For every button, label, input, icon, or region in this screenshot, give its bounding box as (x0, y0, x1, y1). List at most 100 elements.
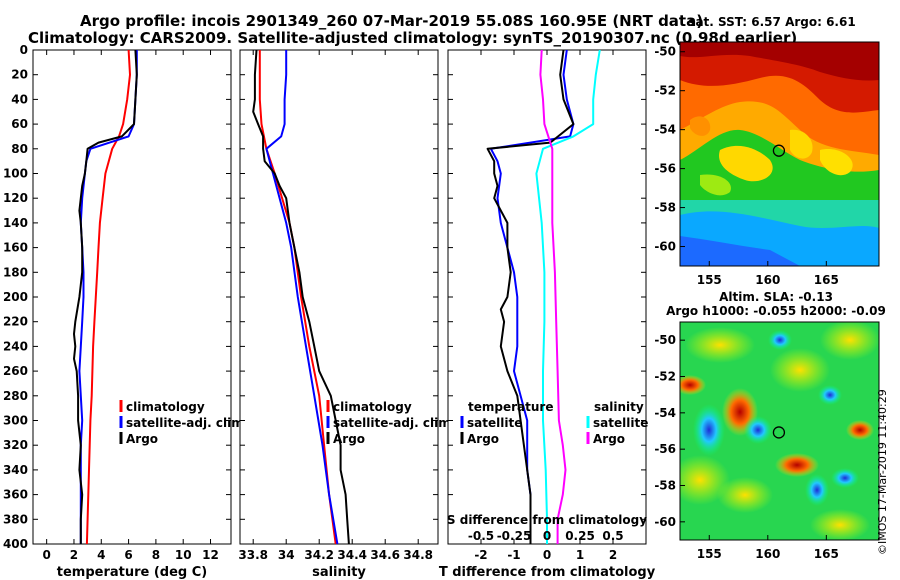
depth-tick-label: 60 (11, 117, 28, 131)
lon-tick-label: 160 (755, 273, 780, 287)
sla-map-frame (679, 321, 880, 541)
depth-tick-label: 160 (3, 241, 28, 255)
sla-map-title: Altim. SLA: -0.13 (719, 290, 833, 304)
temperature-legend: climatology satellite-adj. clim. Argo (119, 400, 248, 446)
legend-salinity-heading: salinity (594, 400, 644, 414)
s-tick-label: 0.25 (565, 529, 595, 543)
x-tick-label: 12 (202, 548, 219, 562)
t-difference-xlabel: T difference from climatology (439, 565, 656, 580)
lat-tick-label: -50 (654, 333, 676, 347)
depth-tick-label: 180 (3, 265, 28, 279)
lat-tick-label: -54 (654, 406, 676, 420)
temperature-panel: 0204060801001201401601802002202402602803… (3, 43, 248, 580)
sst-map-title: sat. SST: 6.57 Argo: 6.61 (688, 15, 855, 29)
depth-tick-label: 260 (3, 364, 28, 378)
sst-field (680, 42, 879, 266)
lat-tick-label: -60 (654, 240, 676, 254)
depth-tick-label: 0 (20, 43, 28, 57)
x-tick-label: 1 (576, 548, 584, 562)
lat-tick-label: -58 (654, 479, 676, 493)
legend-t-satellite: satellite (467, 416, 522, 430)
sla-field (680, 322, 879, 540)
x-tick-label: 34.2 (304, 548, 334, 562)
legend-t-argo: Argo (467, 432, 499, 446)
lon-tick-label: 155 (697, 273, 722, 287)
lat-tick-label: -58 (654, 201, 676, 215)
depth-tick-label: 280 (3, 389, 28, 403)
salinity-legend: climatology satellite-adj. clim. Argo (326, 400, 455, 446)
difference-legend-salinity: salinity satellite Argo (586, 400, 648, 446)
sst-map-panel: sat. SST: 6.57 Argo: 6.61 155 160 165 -50 -5… (654, 15, 880, 287)
x-tick-label: 34.8 (403, 548, 433, 562)
depth-tick-label: 320 (3, 438, 28, 452)
lon-tick-label: 165 (814, 547, 839, 561)
x-tick-label: -2 (474, 548, 487, 562)
x-tick-label: 2 (70, 548, 78, 562)
temperature-frame (32, 49, 232, 545)
depth-tick-label: 20 (11, 68, 28, 82)
difference-frame (447, 49, 647, 545)
depth-tick-label: 380 (3, 512, 28, 526)
x-tick-label: 6 (124, 548, 132, 562)
salinity-series (252, 49, 350, 545)
figure-title-line2: Climatology: CARS2009. Satellite-adjuste… (28, 29, 798, 47)
series-line-argo (252, 49, 350, 545)
legend-s-argo: Argo (593, 432, 625, 446)
x-tick-label: 0 (543, 548, 551, 562)
s-tick-label: 0 (543, 529, 551, 543)
difference-x-axis: -2 -1 0 1 2 (448, 49, 646, 562)
series-line-t-satellite (489, 49, 575, 544)
depth-tick-label: 400 (3, 537, 28, 551)
legend-temperature-heading: temperature (468, 400, 553, 414)
legend-satellite: satellite-adj. clim. (333, 416, 455, 430)
series-line-s-argo (539, 49, 567, 544)
x-tick-label: 8 (152, 548, 160, 562)
series-line-climatology (85, 49, 131, 545)
difference-panel: -2 -1 0 1 2 temperature satellite Argo salin… (439, 49, 656, 580)
argo-location-marker (772, 144, 786, 157)
depth-tick-label: 120 (3, 191, 28, 205)
x-tick-label: 33.8 (238, 548, 268, 562)
legend-argo: Argo (333, 432, 365, 446)
depth-axis: 0 20 40 60 80 100 120 140 160 180 200 220 240 260 280 3… (3, 43, 28, 551)
s-difference-label: S difference from climatology (447, 513, 647, 527)
series-line-s-satellite (535, 49, 601, 544)
temperature-series (73, 49, 138, 545)
x-tick-label: 4 (97, 548, 105, 562)
legend-argo: Argo (126, 432, 158, 446)
depth-tick-label: 40 (11, 92, 28, 106)
x-tick-label: 10 (175, 548, 192, 562)
depth-tick-label: 140 (3, 216, 28, 230)
imos-watermark: ©IMOS 17-Mar-2019 11:40:29 (876, 389, 889, 555)
depth-tick-label: 100 (3, 167, 28, 181)
lat-tick-label: -56 (654, 442, 676, 456)
legend-climatology: climatology (126, 400, 205, 414)
lat-tick-label: -52 (654, 370, 676, 384)
series-line-satellite-adj-clim- (265, 50, 339, 545)
x-tick-label: 0 (42, 548, 50, 562)
x-tick-label: 34.4 (337, 548, 367, 562)
salinity-frame (239, 49, 439, 545)
legend-satellite: satellite-adj. clim. (126, 416, 248, 430)
lat-tick-label: -60 (654, 515, 676, 529)
x-tick-label: -1 (507, 548, 520, 562)
salinity-x-axis: 33.8 34 34.2 34.4 34.6 34.8 (238, 49, 438, 562)
sla-map-axes: 155 160 165 -50 -52 -54 -56 -58 -60 (654, 333, 839, 561)
x-tick-label: 34.6 (370, 548, 400, 562)
legend-climatology: climatology (333, 400, 412, 414)
temperature-x-axis: 0 2 4 6 8 10 12 (33, 49, 231, 562)
sst-map-axes: 155 160 165 -50 -52 -54 -56 -58 -60 (654, 45, 839, 287)
depth-tick-label: 80 (11, 142, 28, 156)
lat-tick-label: -56 (654, 162, 676, 176)
figure-title-line1: Argo profile: incois 2901349_260 07-Mar-… (80, 12, 704, 30)
s-difference-axis: -0.5 -0.25 0 0.25 0.5 (468, 529, 624, 543)
lon-tick-label: 155 (697, 547, 722, 561)
depth-tick-label: 360 (3, 488, 28, 502)
temperature-xlabel: temperature (deg C) (57, 565, 207, 580)
difference-legend-temperature: temperature satellite Argo (460, 400, 553, 446)
s-tick-label: 0.5 (602, 529, 623, 543)
sst-map-frame (679, 41, 880, 267)
legend-s-satellite: satellite (593, 416, 648, 430)
argo-location-marker (772, 426, 786, 439)
